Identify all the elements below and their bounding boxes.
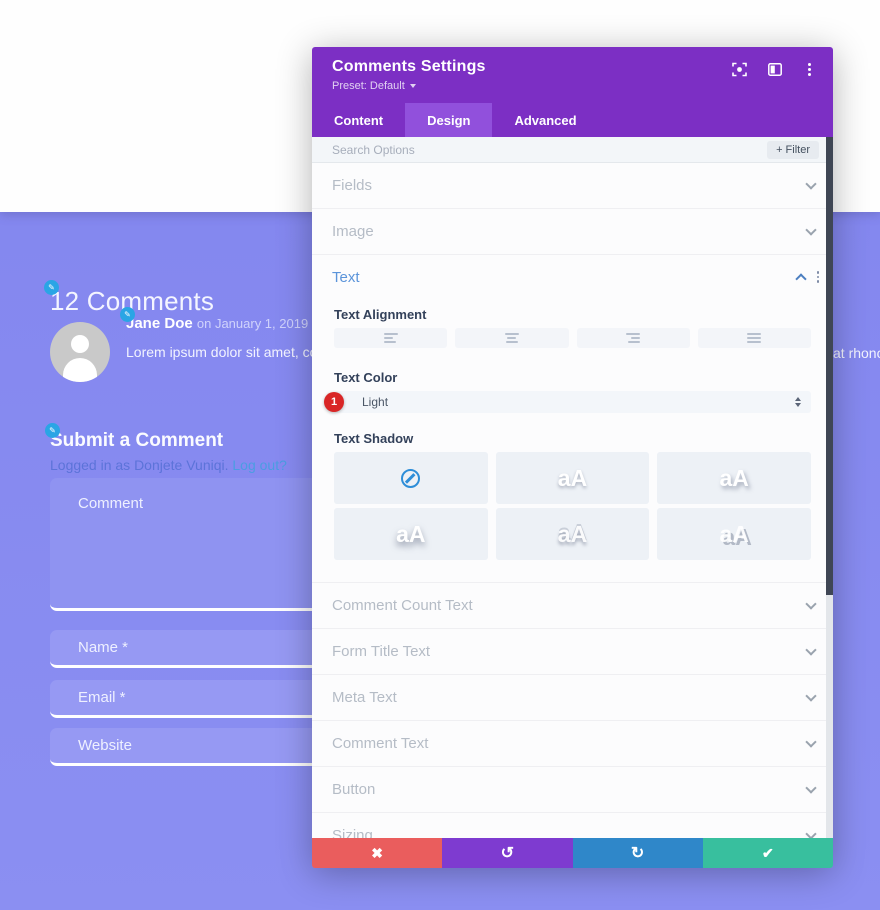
split-view-icon[interactable] (767, 62, 782, 77)
no-shadow-icon (401, 468, 421, 488)
chevron-down-icon (805, 735, 817, 748)
section-form-title-text[interactable]: Form Title Text (312, 629, 833, 675)
section-meta-text[interactable]: Meta Text (312, 675, 833, 721)
comments-settings-modal: Comments Settings Preset: Default Conten… (312, 47, 833, 868)
shadow-preset-3-button[interactable]: aA (334, 508, 488, 560)
chevron-down-icon (805, 781, 817, 794)
undo-icon: ↺ (500, 845, 515, 862)
section-text-title: Text (332, 268, 360, 286)
tab-advanced[interactable]: Advanced (514, 112, 577, 128)
chevron-down-icon (805, 689, 817, 702)
discard-button[interactable]: ✖ (312, 838, 443, 868)
select-arrows-icon (795, 397, 801, 407)
tab-content[interactable]: Content (334, 112, 384, 128)
logged-in-text: Logged in as Donjete Vuniqi. (50, 457, 229, 473)
section-text-expanded: Text Text Alignment Text Color 1 (312, 255, 833, 583)
preset-label: Preset: Default (332, 80, 405, 92)
focus-view-icon[interactable] (732, 62, 747, 77)
logout-link[interactable]: Log out? (232, 457, 287, 473)
shadow-preset-2-button[interactable]: aA (657, 452, 811, 504)
submit-comment-heading: Submit a Comment (50, 430, 224, 451)
save-button[interactable]: ✔ (702, 838, 833, 868)
section-text-header[interactable]: Text (312, 255, 833, 299)
edit-icon[interactable]: ✎ (120, 307, 135, 322)
section-image[interactable]: Image (312, 209, 833, 255)
avatar-person-icon (71, 335, 89, 353)
shadow-preset-4-button[interactable]: aA (495, 508, 650, 560)
redo-icon: ↻ (630, 845, 645, 862)
modal-header[interactable]: Comments Settings Preset: Default (312, 47, 833, 103)
shadow-preset-1-button[interactable]: aA (495, 452, 650, 504)
align-justify-icon (747, 333, 762, 343)
text-alignment-options (334, 328, 811, 348)
modal-title: Comments Settings (332, 58, 486, 75)
chevron-down-icon (805, 223, 817, 236)
settings-tabs: Content Design Advanced (312, 103, 833, 137)
comment-author: Jane Doe (126, 315, 193, 332)
comment-text: Lorem ipsum dolor sit amet, consecte (126, 344, 359, 360)
align-right-button[interactable] (576, 328, 690, 348)
align-right-icon (626, 333, 641, 343)
align-justify-button[interactable] (697, 328, 811, 348)
edit-icon[interactable]: ✎ (45, 423, 60, 438)
tab-design[interactable]: Design (405, 103, 493, 137)
align-left-button[interactable] (334, 328, 448, 348)
chevron-up-icon (794, 273, 807, 285)
text-shadow-label: Text Shadow (334, 431, 414, 446)
align-center-button[interactable] (455, 328, 569, 348)
chevron-down-icon (805, 827, 817, 838)
filter-button[interactable]: + Filter (767, 140, 819, 159)
text-color-label: Text Color (334, 370, 398, 385)
preset-caret-icon (409, 84, 416, 88)
text-alignment-label: Text Alignment (334, 307, 427, 322)
section-comment-count-text[interactable]: Comment Count Text (312, 583, 833, 629)
scrollbar-thumb[interactable] (826, 137, 833, 595)
text-shadow-options: aA aA aA aA aA (334, 452, 811, 560)
chevron-down-icon (805, 597, 817, 610)
section-button[interactable]: Button (312, 767, 833, 813)
scrollbar-track[interactable] (826, 137, 833, 838)
section-sizing[interactable]: Sizing (312, 813, 833, 838)
section-options-icon[interactable] (816, 271, 819, 283)
chevron-down-icon (805, 643, 817, 656)
section-comment-text[interactable]: Comment Text (312, 721, 833, 767)
logged-in-line: Logged in as Donjete Vuniqi. Log out? (50, 457, 287, 473)
preset-dropdown[interactable]: Preset: Default (332, 80, 817, 92)
search-input[interactable]: Search Options (332, 142, 415, 157)
modal-action-bar: ✖ ↺ ↻ ✔ (312, 838, 833, 868)
shadow-none-button[interactable] (334, 452, 488, 504)
redo-button[interactable]: ↻ (572, 838, 703, 868)
check-icon: ✔ (762, 844, 774, 861)
search-options-bar[interactable]: Search Options + Filter (312, 137, 833, 163)
edit-icon[interactable]: ✎ (44, 280, 59, 295)
text-color-select[interactable]: Light (334, 391, 811, 413)
avatar (50, 322, 110, 382)
change-count-badge: 1 (324, 392, 344, 412)
chevron-down-icon (805, 177, 817, 190)
align-center-icon (504, 333, 519, 343)
comment-text-fragment: at rhoncu (833, 345, 880, 361)
close-icon: ✖ (371, 844, 383, 861)
align-left-icon (383, 333, 398, 343)
shadow-preset-5-button[interactable]: aA (657, 508, 811, 560)
more-options-icon[interactable] (802, 62, 817, 77)
avatar-person-icon (63, 358, 97, 382)
undo-button[interactable]: ↺ (442, 838, 573, 868)
settings-body: Search Options + Filter Fields Image Tex… (312, 137, 833, 838)
section-fields[interactable]: Fields (312, 163, 833, 209)
